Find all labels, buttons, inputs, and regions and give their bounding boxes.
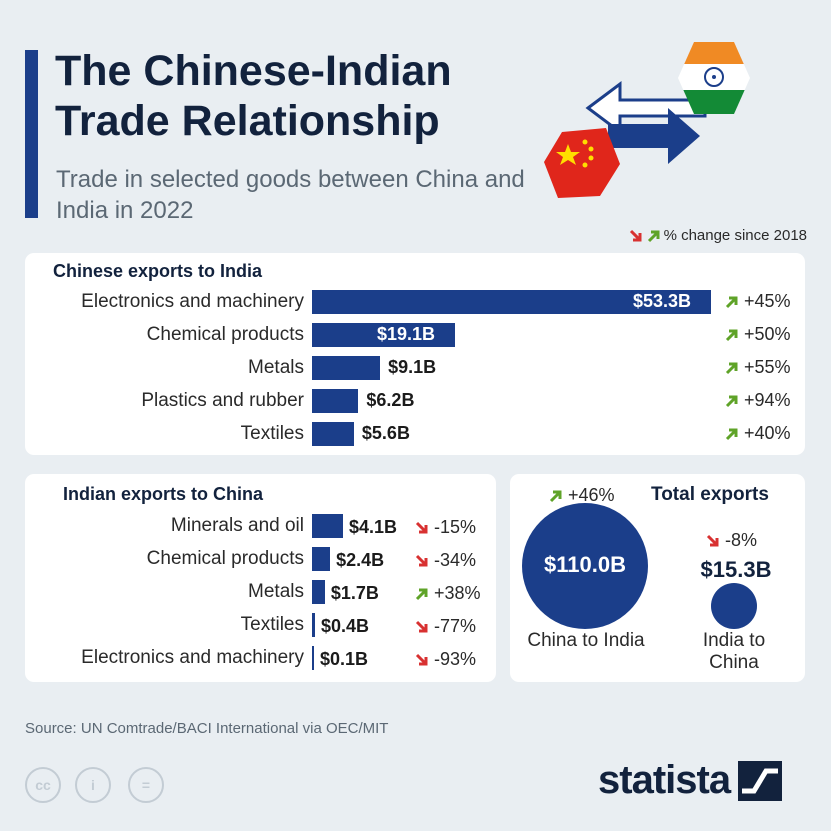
source-note: Source: UN Comtrade/BACI International v… [25, 720, 389, 737]
change-indicator: +38% [414, 583, 481, 604]
bar-label: Chemical products [146, 548, 304, 569]
no-derivatives-icon: = [128, 767, 164, 803]
change-label: +94% [744, 390, 791, 410]
change-label: +38% [434, 583, 481, 603]
total-change-india: -8% [705, 530, 757, 551]
up-arrow-icon [415, 588, 428, 600]
title-accent-bar [25, 50, 38, 218]
bar-value: $1.7B [330, 583, 379, 603]
change-indicator: -77% [414, 616, 476, 637]
change-label: -15% [434, 517, 477, 537]
bar-value: $6.2B [366, 390, 415, 410]
bar [312, 580, 325, 604]
bar-value: $0.4B [321, 616, 370, 636]
bar [312, 422, 354, 446]
cc-license-icon: cc [25, 767, 61, 803]
up-arrow-icon [647, 230, 660, 242]
bar-value: $2.4B [336, 550, 385, 570]
change-indicator: +55% [724, 357, 791, 378]
chinese-exports-card [25, 253, 805, 455]
down-arrow-icon [415, 521, 428, 533]
india-to-china-label: India to China [702, 630, 766, 673]
bar [312, 514, 343, 538]
change-indicator: +40% [724, 423, 791, 444]
bar [312, 646, 314, 670]
legend: % change since 2018 [628, 227, 807, 244]
bar-label: Chemical products [146, 324, 304, 345]
change-indicator: +94% [724, 390, 791, 411]
flags-arrows-illustration [544, 42, 750, 198]
blue-arrow-icon [608, 108, 700, 164]
up-arrow-icon [549, 490, 562, 502]
bar-value: $9.1B [388, 357, 437, 377]
change-label: +40% [744, 423, 791, 443]
bar-label: Metals [248, 581, 304, 602]
bar-label: Metals [248, 357, 304, 378]
down-arrow-icon [415, 620, 428, 632]
total-change-china: +46% [548, 485, 615, 506]
down-arrow-icon [415, 653, 428, 665]
total-change-india-label: -8% [725, 530, 758, 550]
bar-value: $5.6B [361, 423, 410, 443]
china-to-india-value: $110.0B [544, 552, 626, 577]
change-indicator: -34% [414, 550, 476, 571]
bar [312, 323, 455, 347]
change-label: -34% [434, 550, 477, 570]
bar [312, 613, 316, 637]
change-label: +50% [744, 324, 791, 344]
up-arrow-icon [725, 329, 738, 341]
down-arrow-icon [415, 554, 428, 566]
bar-label: Plastics and rubber [141, 390, 304, 411]
total-change-china-label: +46% [568, 485, 615, 505]
china-to-india-bubble [522, 503, 648, 629]
bar [312, 547, 331, 571]
total-exports-title: Total exports [651, 484, 769, 505]
bar [312, 290, 711, 314]
bar-label: Electronics and machinery [81, 291, 304, 312]
chinese-exports-title: Chinese exports to India [53, 261, 263, 281]
attribution-icon: i [75, 767, 111, 803]
india-to-china-value: $15.3B [700, 557, 772, 582]
change-label: +55% [744, 357, 791, 377]
bar-value: $0.1B [320, 649, 369, 669]
change-indicator: -93% [414, 649, 476, 670]
down-arrow-icon [706, 534, 719, 546]
up-arrow-icon [725, 296, 738, 308]
indian-exports-card [25, 474, 496, 682]
bar-value: $4.1B [349, 517, 398, 537]
change-label: -93% [434, 649, 477, 669]
change-indicator: -15% [414, 517, 476, 538]
change-indicator: +45% [724, 291, 791, 312]
page-title: The Chinese-Indian Trade Relationship [55, 47, 452, 145]
bar [312, 356, 381, 380]
china-to-india-label: China to India [527, 630, 645, 651]
india-to-china-bubble [710, 582, 758, 630]
up-arrow-icon [725, 362, 738, 374]
bar-label: Electronics and machinery [81, 647, 304, 668]
bar-label: Textiles [240, 614, 304, 635]
india-flag-icon [678, 42, 750, 114]
bar-label: Minerals and oil [170, 515, 304, 536]
page-subtitle: Trade in selected goods between China an… [56, 166, 525, 224]
change-label: +45% [744, 291, 791, 311]
legend-label: % change since 2018 [663, 227, 807, 244]
indian-exports-title: Indian exports to China [63, 484, 264, 504]
statista-logo-text: statista [598, 758, 731, 802]
up-arrow-icon [725, 428, 738, 440]
change-label: -77% [434, 616, 477, 636]
statista-logo-icon [738, 760, 783, 801]
bar-label: Textiles [240, 423, 304, 444]
down-arrow-icon [629, 229, 642, 241]
change-indicator: +50% [724, 324, 791, 345]
bar [312, 389, 359, 413]
bar-value: $19.1B [376, 324, 436, 344]
up-arrow-icon [725, 395, 738, 407]
statista-logo: statista [598, 758, 783, 803]
bar-value: $53.3B [633, 291, 692, 311]
